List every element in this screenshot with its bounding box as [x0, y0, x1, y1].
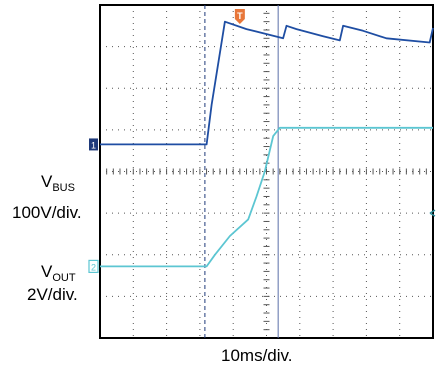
vbus-scale: 100V/div.	[12, 203, 82, 222]
vbus-label: VBUS	[41, 172, 75, 194]
trace-vout	[100, 126, 433, 268]
trace-vbus	[100, 20, 434, 146]
ch2-marker-icon	[88, 259, 99, 274]
vbus-label-main: V	[41, 172, 53, 191]
ch2-marker-label: 2	[91, 262, 96, 272]
grid	[99, 4, 434, 339]
vout-label-main: V	[41, 262, 53, 281]
x-axis-label: 10ms/div.	[221, 346, 293, 365]
ch1-marker-icon	[89, 138, 98, 151]
vout-scale: 2V/div.	[27, 285, 78, 304]
vbus-label-sub: BUS	[52, 182, 75, 194]
markers: T 1 2	[88, 9, 436, 274]
trigger-marker-icon	[234, 9, 245, 24]
vout-label-sub: OUT	[52, 272, 76, 284]
plot-frame	[99, 4, 434, 339]
cursor-arrow-icon	[429, 209, 436, 217]
trigger-marker-label: T	[237, 11, 243, 21]
ch1-marker-label: 1	[91, 140, 96, 150]
vout-label: VOUT	[41, 262, 76, 284]
traces	[100, 20, 434, 268]
